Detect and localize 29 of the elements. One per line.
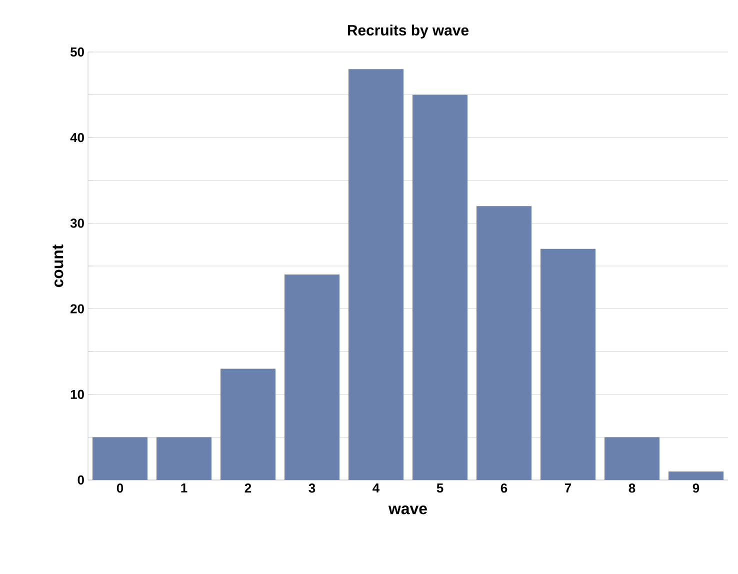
y-tick-label: 30 — [70, 218, 84, 228]
x-tick-label: 0 — [116, 484, 124, 493]
x-tick-label: 9 — [692, 484, 700, 493]
x-tick-label: 7 — [564, 484, 572, 492]
bar — [412, 94, 468, 480]
y-tick-label: 0 — [78, 475, 84, 485]
y-tick-label: 50 — [70, 47, 84, 57]
x-tick-label: 5 — [436, 484, 444, 493]
bar — [604, 437, 660, 480]
x-tick-label: 3 — [308, 484, 316, 493]
bar — [348, 69, 404, 480]
bar — [540, 248, 596, 480]
bar — [220, 368, 276, 480]
x-tick-label: 6 — [500, 484, 508, 493]
y-tick-label: 40 — [70, 133, 84, 142]
bar — [668, 471, 724, 480]
chart-title: Recruits by wave — [348, 24, 469, 38]
bar — [92, 437, 148, 480]
y-axis-title: count — [52, 244, 64, 288]
x-axis-title: wave — [388, 506, 427, 514]
x-tick-label: 4 — [372, 484, 380, 492]
y-tick-label: 10 — [70, 390, 84, 399]
x-tick-label: 2 — [244, 484, 252, 493]
bar — [284, 274, 340, 480]
x-tick-label: 1 — [181, 484, 188, 492]
x-tick-label: 8 — [628, 484, 636, 493]
y-tick-label: 20 — [70, 304, 84, 314]
bar — [476, 206, 532, 480]
bar — [156, 437, 212, 480]
